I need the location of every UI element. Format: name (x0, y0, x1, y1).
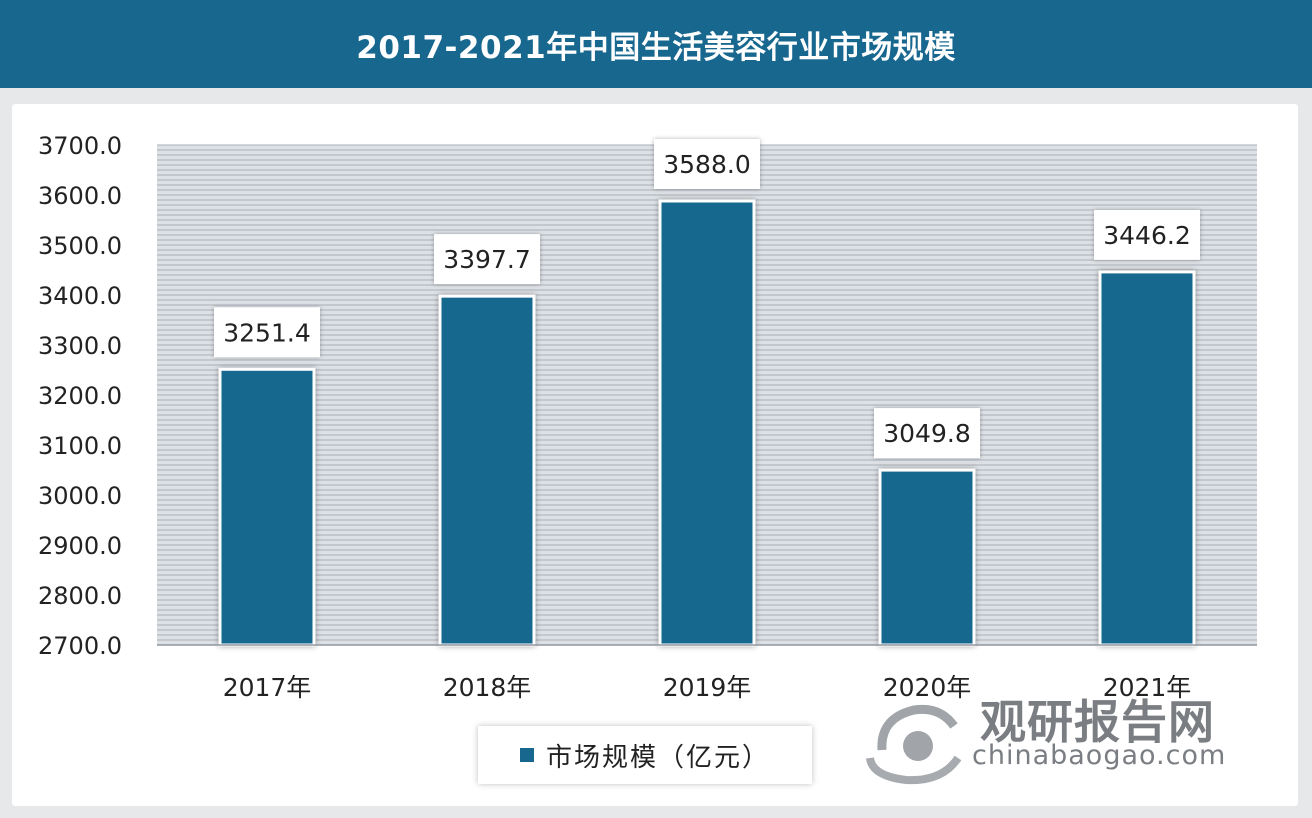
data-label: 3049.8 (874, 408, 980, 459)
legend: 市场规模（亿元） (478, 726, 812, 784)
y-tick-label: 3100.0 (38, 432, 122, 460)
x-tick-label: 2021年 (1103, 673, 1192, 702)
y-tick-label: 2800.0 (38, 582, 122, 610)
watermark-logo-icon (866, 704, 962, 785)
data-label-box (434, 234, 540, 285)
y-axis-ticks: 3700.0 3600.0 3500.0 3400.0 3300.0 3200.0 3100… (38, 132, 122, 660)
y-tick-label: 2700.0 (38, 632, 122, 660)
watermark-cn: 观研报告网 (980, 695, 1215, 749)
data-label: 3446.2 (1094, 209, 1200, 260)
y-tick-label: 2900.0 (38, 532, 122, 560)
watermark: 观研报告网 chinabaogao.com (860, 680, 1280, 800)
y-tick-label: 3600.0 (38, 182, 122, 210)
data-label: 3251.4 (214, 307, 320, 358)
bars (218, 199, 1196, 647)
x-tick-label: 2019年 (663, 673, 752, 702)
data-label-text: 3588.0 (663, 150, 750, 179)
data-label-box (874, 408, 980, 459)
legend-swatch (519, 748, 534, 762)
bar (878, 468, 976, 647)
data-label-text: 3049.8 (883, 419, 970, 448)
data-label-box (214, 307, 320, 358)
legend-label: 市场规模（亿元） (545, 742, 770, 773)
data-label: 3588.0 (654, 139, 760, 189)
chart-title: 2017-2021年中国生活美容行业市场规模 (356, 29, 956, 66)
data-label-text: 3446.2 (1103, 221, 1190, 250)
bar (1098, 270, 1196, 647)
y-tick-label: 3200.0 (38, 382, 122, 410)
x-tick-label: 2018年 (443, 673, 532, 702)
x-tick-label: 2020年 (883, 673, 972, 702)
y-tick-label: 3000.0 (38, 482, 122, 510)
data-label-text: 3397.7 (443, 245, 530, 274)
title-bar: 2017-2021年中国生活美容行业市场规模 (0, 0, 1312, 88)
data-label-box (1094, 209, 1200, 260)
data-labels: 3251.4 3397.7 3588.0 3049.8 3446.2 (214, 139, 1200, 459)
bar (438, 294, 536, 647)
y-tick-label: 3400.0 (38, 282, 122, 310)
x-tick-label: 2017年 (223, 673, 312, 702)
x-axis-ticks: 2017年 2018年 2019年 2020年 2021年 (157, 644, 1257, 702)
data-label-text: 3251.4 (223, 318, 310, 347)
y-tick-label: 3700.0 (38, 132, 122, 160)
watermark-en: chinabaogao.com (972, 740, 1227, 771)
y-tick-label: 3500.0 (38, 232, 122, 260)
bar (658, 199, 756, 647)
data-label-box (654, 139, 760, 189)
y-tick-label: 3300.0 (38, 332, 122, 360)
bar (218, 367, 316, 647)
data-label: 3397.7 (434, 234, 540, 285)
